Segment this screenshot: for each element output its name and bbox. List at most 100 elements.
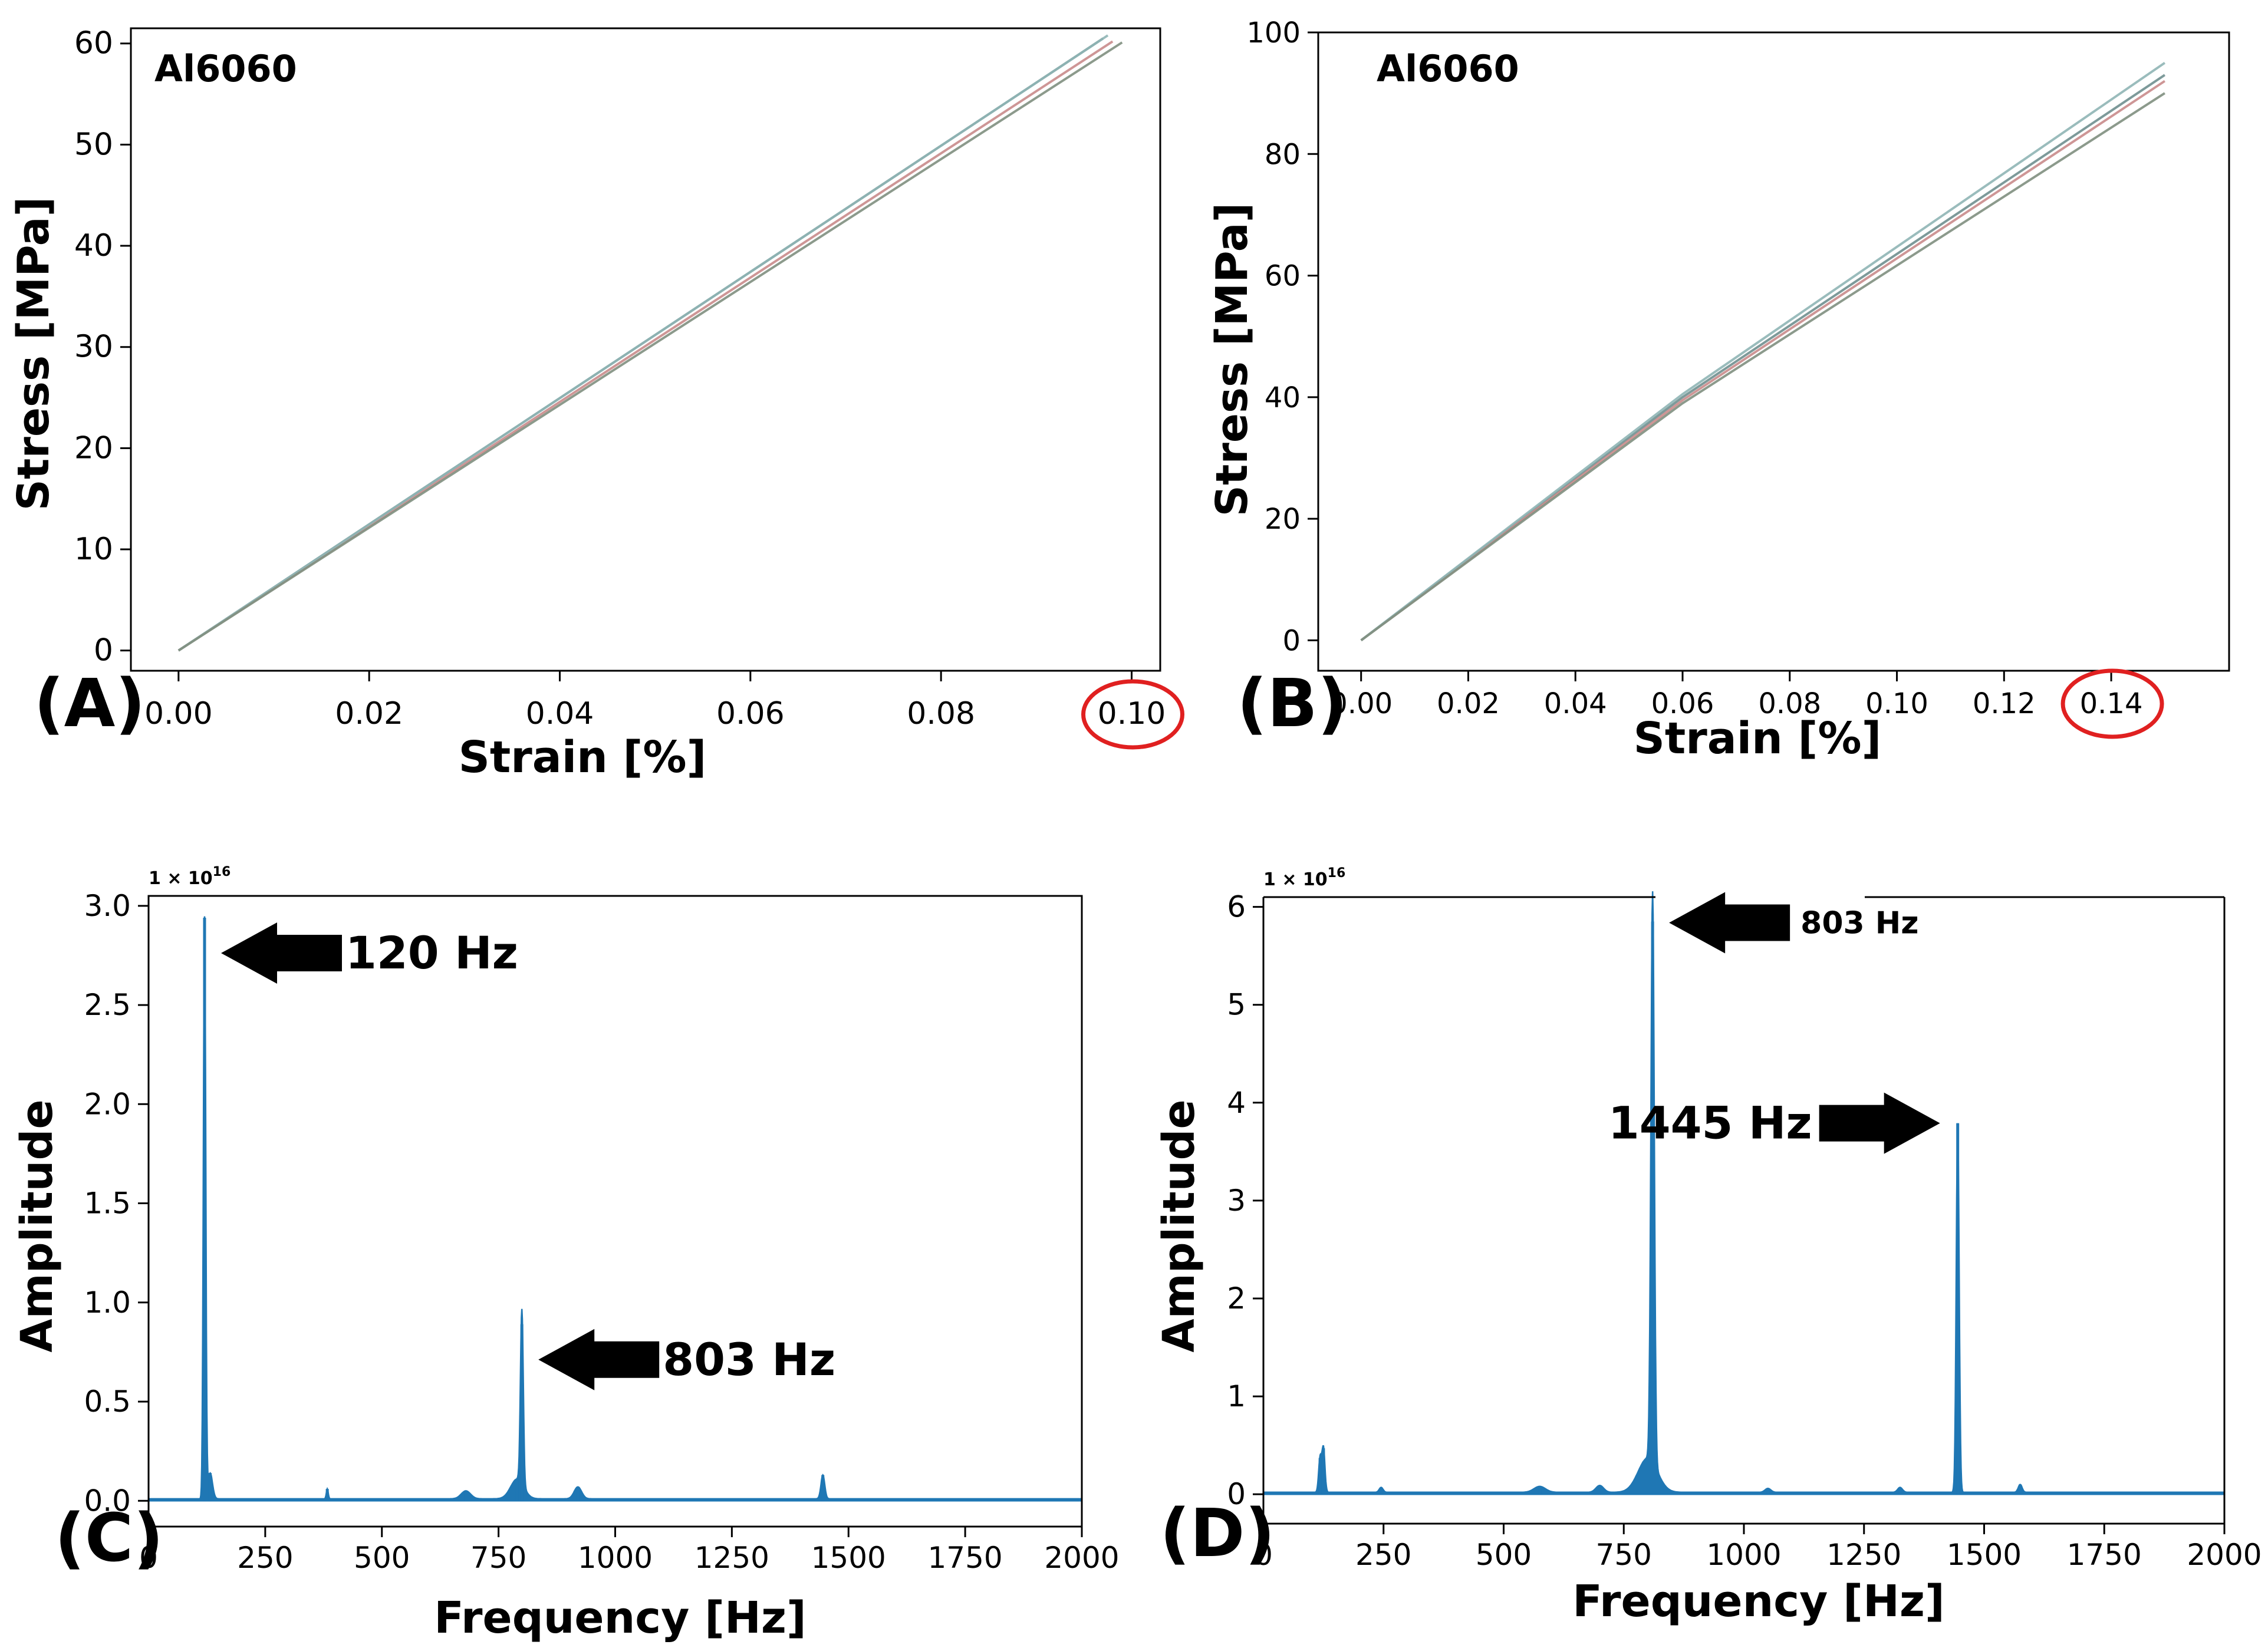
material-label: Al6060	[1377, 47, 1519, 90]
arrow-1	[1669, 892, 1790, 954]
panel-b: 0.00 0.02 0.04 0.06 0.08 0.10 0.12 0.14 0 20 40 60 8…	[1207, 17, 2230, 764]
y-tick-label: 40	[1265, 381, 1301, 414]
x-tick-label: 0.00	[144, 696, 213, 731]
x-tick-label: 0.02	[335, 696, 403, 731]
y-tick-label: 20	[74, 430, 113, 466]
x-tick-label: 2000	[1044, 1541, 1119, 1575]
scale-base: 1 × 10	[1263, 869, 1328, 890]
y-tick-label: 0	[1282, 624, 1301, 657]
plot-frame	[130, 27, 1161, 672]
x-tick-label: 1250	[1826, 1538, 1901, 1572]
panel-d: 0 250 500 750 1000 1250 1500 1750 2000 0 1 2 3 4 5 6 Fre…	[1154, 866, 2262, 1627]
y-tick-label: 5	[1227, 988, 1246, 1022]
y-tick-label: 2.5	[84, 988, 131, 1022]
y-tick-label: 100	[1246, 17, 1301, 50]
x-tick-label: 250	[237, 1541, 293, 1575]
panel-c: 0 250 500 750 1000 1250 1500 1750 2000 0.0 0.5 1.0 1…	[12, 865, 1120, 1643]
x-tick-label: 1750	[928, 1541, 1003, 1575]
x-tick-label: 0.10	[1098, 696, 1166, 731]
series-line-3	[1360, 61, 2166, 641]
x-tick-label: 2000	[2187, 1538, 2262, 1572]
y-tick-label: 2	[1227, 1281, 1246, 1316]
y-tick-label: 0	[1227, 1477, 1246, 1511]
y-tick-label: 3.0	[84, 889, 131, 923]
y-tick-label: 4	[1227, 1086, 1246, 1120]
y-tick-label: 20	[1265, 503, 1301, 536]
x-axis-label: Strain [%]	[459, 732, 707, 783]
panel-label: (C)	[55, 1500, 164, 1577]
x-axis-label: Strain [%]	[1634, 713, 1882, 764]
x-tick-label: 1000	[578, 1541, 653, 1575]
arrow-1	[220, 922, 342, 984]
arrow-2	[538, 1329, 660, 1390]
series-line-3	[177, 34, 1109, 652]
x-tick-label: 1500	[1947, 1538, 2022, 1572]
panel-label: (D)	[1160, 1495, 1275, 1572]
scale-factor-label: 1 × 1016	[149, 865, 231, 889]
spectrum-line	[147, 916, 1083, 1502]
x-tick-label: 0.04	[526, 696, 594, 731]
y-tick-label: 40	[74, 228, 113, 263]
spectrum-line	[1262, 891, 2226, 1495]
x-tick-label: 0	[139, 1541, 158, 1575]
plot-frame	[147, 895, 1083, 1528]
y-tick-label: 1.5	[84, 1186, 131, 1221]
x-tick-label: 0.08	[907, 696, 975, 731]
x-tick-label: 0.02	[1437, 687, 1500, 720]
panel-label: (B)	[1237, 665, 1348, 742]
highlight-ellipse	[1081, 679, 1184, 750]
x-tick-label: 1500	[811, 1541, 886, 1575]
highlight-ellipse	[2060, 668, 2164, 739]
y-tick-label: 0.0	[84, 1484, 131, 1518]
x-tick-label: 1250	[694, 1541, 769, 1575]
x-tick-label: 0.14	[2080, 687, 2143, 720]
y-tick-label: 1	[1227, 1379, 1246, 1413]
series-line-4	[177, 41, 1123, 652]
panel-label: (A)	[34, 665, 145, 742]
y-tick-label: 0	[94, 633, 113, 668]
material-label: Al6060	[154, 47, 297, 90]
x-tick-label: 250	[1355, 1538, 1411, 1572]
y-tick-label: 80	[1265, 138, 1301, 171]
peak-label: 803 Hz	[663, 1333, 835, 1386]
scale-base: 1 × 10	[149, 868, 213, 889]
x-axis-label: Frequency [Hz]	[434, 1593, 807, 1643]
x-tick-label: 1750	[2067, 1538, 2142, 1572]
x-tick-label: 0.08	[1758, 687, 1821, 720]
y-tick-label: 3	[1227, 1184, 1246, 1218]
peak-label: 1445 Hz	[1608, 1097, 1812, 1149]
y-tick-label: 1.0	[84, 1286, 131, 1320]
y-axis-label: Stress [MPa]	[1207, 203, 1258, 517]
y-axis-label: Amplitude	[12, 1099, 62, 1352]
y-axis-label: Amplitude	[1154, 1099, 1204, 1352]
x-axis-label: Frequency [Hz]	[1572, 1576, 1945, 1627]
x-tick-label: 500	[354, 1541, 410, 1575]
x-tick-label: 0.12	[1973, 687, 2036, 720]
scale-exponent: 16	[213, 865, 231, 879]
series-line-4	[1360, 92, 2165, 642]
x-tick-label: 750	[470, 1541, 526, 1575]
x-tick-label: 750	[1596, 1538, 1652, 1572]
x-tick-label: 0.10	[1865, 687, 1928, 720]
scale-factor-label: 1 × 1016	[1263, 866, 1345, 890]
x-tick-label: 0.06	[1651, 687, 1714, 720]
x-tick-label: 0.06	[716, 696, 785, 731]
y-tick-label: 60	[1265, 260, 1301, 293]
x-tick-label: 0	[1254, 1538, 1273, 1572]
peak-label: 803 Hz	[1800, 906, 1918, 941]
plot-frame	[1317, 31, 2230, 672]
y-tick-label: 50	[74, 127, 113, 162]
arrow-2	[1819, 1092, 1940, 1154]
y-tick-label: 0.5	[84, 1385, 131, 1419]
y-tick-label: 30	[74, 329, 113, 365]
panel-a: 0.00 0.02 0.04 0.06 0.08 0.10 0 10 20 30 40 50 60 Str…	[8, 26, 1184, 783]
scale-exponent: 16	[1328, 866, 1346, 881]
x-tick-label: 500	[1476, 1538, 1532, 1572]
y-tick-label: 60	[74, 26, 113, 61]
y-tick-label: 10	[74, 532, 113, 567]
x-tick-label: 0.00	[1329, 687, 1393, 720]
x-tick-label: 1000	[1706, 1538, 1781, 1572]
peak-label: 120 Hz	[345, 927, 518, 979]
y-axis-label: Stress [MPa]	[8, 197, 59, 511]
